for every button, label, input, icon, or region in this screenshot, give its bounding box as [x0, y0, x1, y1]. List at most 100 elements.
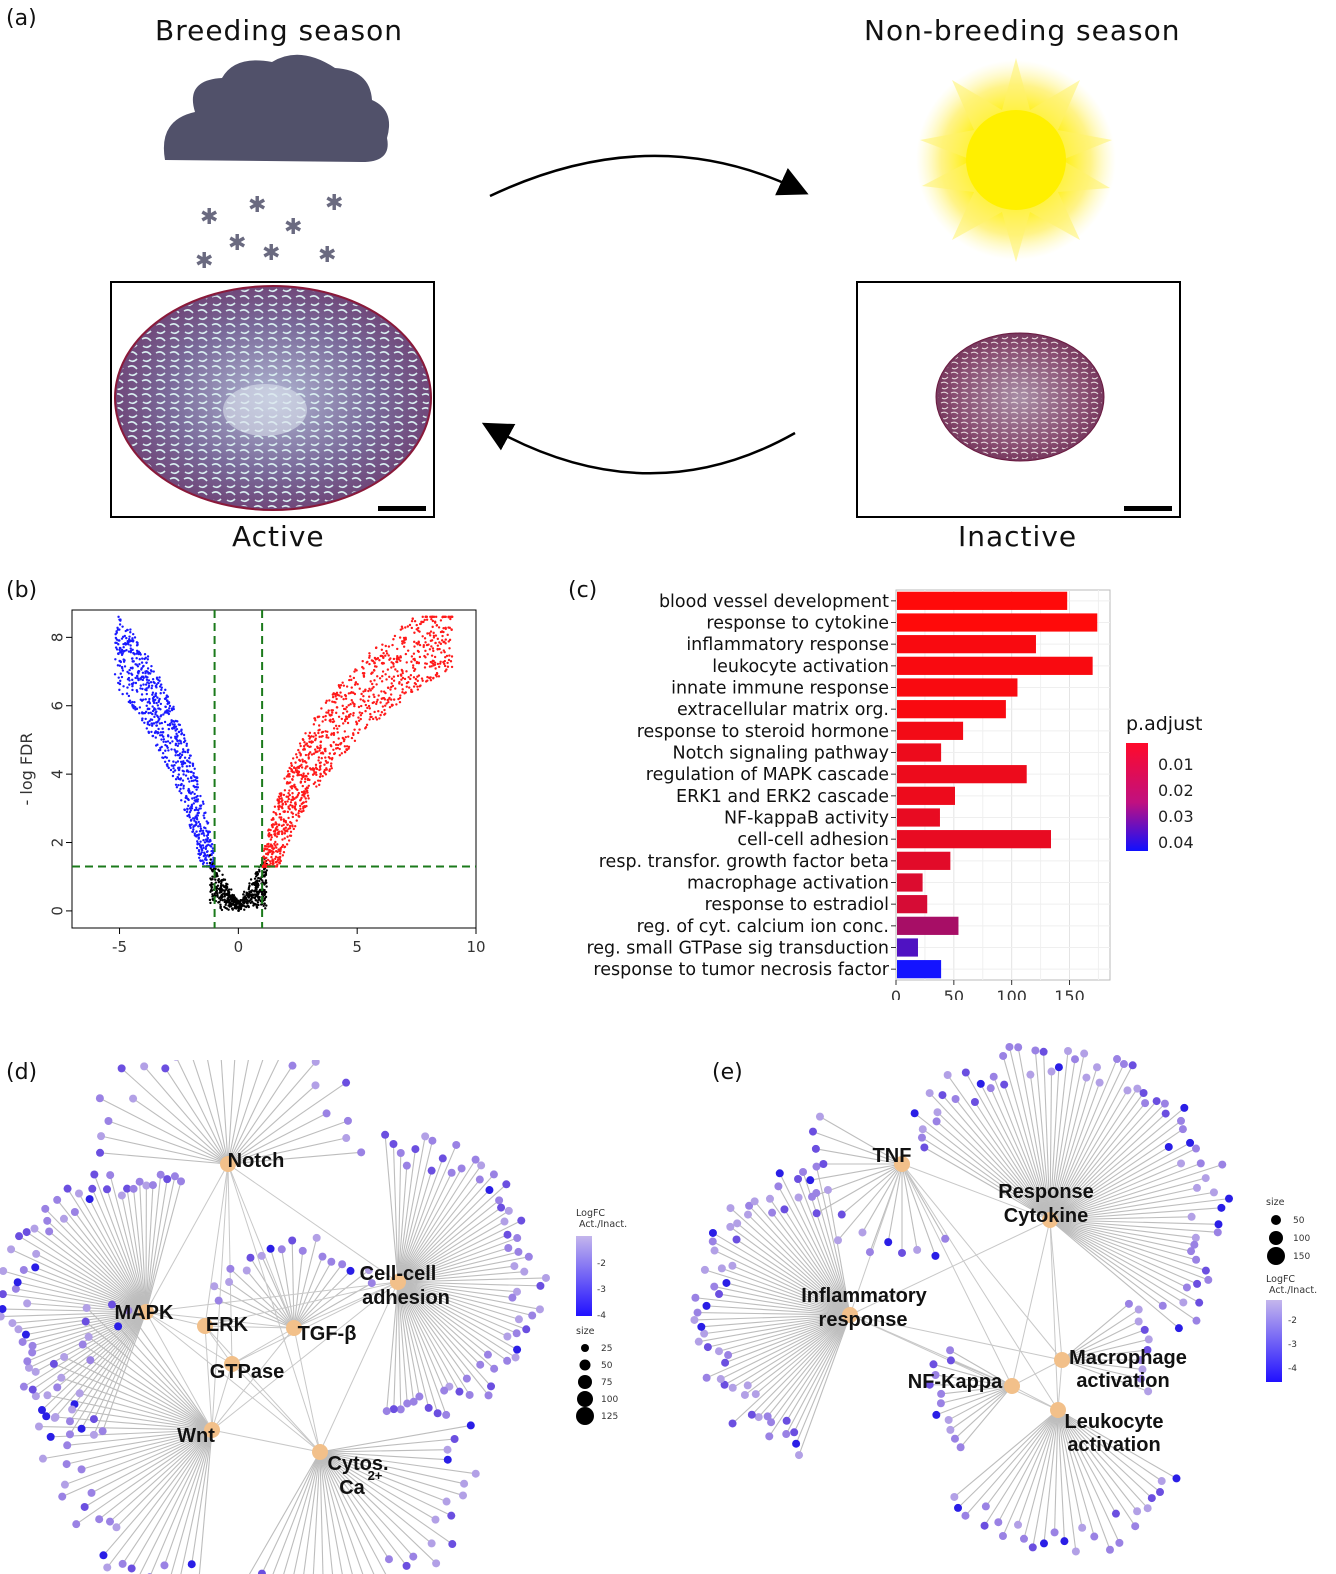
data-point — [406, 649, 410, 652]
data-point — [384, 654, 387, 657]
data-point — [281, 854, 285, 857]
data-point — [118, 618, 121, 621]
data-point — [264, 870, 267, 874]
data-point — [334, 695, 337, 698]
data-point — [186, 807, 189, 811]
data-point — [202, 846, 205, 850]
data-point — [303, 741, 306, 744]
data-point — [203, 841, 207, 844]
data-point — [273, 805, 277, 808]
data-point — [338, 747, 341, 751]
panel-a-label: (a) — [6, 6, 37, 31]
data-point — [266, 852, 269, 856]
data-point — [287, 775, 290, 778]
data-point — [131, 678, 134, 682]
data-point — [435, 624, 439, 627]
gene-node — [1133, 1084, 1142, 1093]
network-edges — [0, 1060, 546, 1574]
data-point — [326, 711, 330, 714]
gene-node — [936, 1399, 945, 1408]
data-point — [144, 698, 147, 701]
data-point — [443, 659, 446, 663]
gene-node — [23, 1357, 32, 1366]
data-point — [327, 709, 330, 712]
data-point — [298, 804, 302, 808]
gene-node — [504, 1206, 513, 1215]
data-point — [399, 655, 402, 658]
x-tick-label: 100 — [996, 987, 1027, 1000]
data-point — [400, 674, 403, 677]
gene-node — [346, 1266, 355, 1275]
gene-node — [1186, 1138, 1195, 1147]
data-point — [376, 698, 379, 702]
data-point — [324, 773, 328, 776]
data-point — [404, 638, 407, 641]
data-point — [380, 690, 383, 693]
data-point — [301, 760, 305, 763]
data-point — [199, 827, 203, 830]
data-point — [360, 704, 363, 708]
data-point — [283, 789, 287, 792]
data-point — [159, 692, 162, 695]
data-point — [303, 780, 307, 784]
data-point — [337, 737, 340, 740]
data-point — [413, 659, 417, 662]
data-point — [211, 893, 214, 896]
data-point — [187, 760, 190, 763]
data-point — [255, 887, 258, 891]
data-point — [389, 688, 392, 691]
gene-node — [1137, 1374, 1146, 1383]
data-point — [345, 685, 349, 688]
hub-node — [390, 1274, 406, 1290]
gene-node — [46, 1432, 55, 1441]
data-point — [131, 688, 134, 692]
data-point — [301, 758, 304, 761]
gene-node — [1082, 1073, 1091, 1082]
hub-label-ca: Ca — [339, 1477, 365, 1499]
data-point — [417, 674, 421, 677]
hub-label-nf-kappa: NF-Kappa — [908, 1371, 1003, 1393]
data-point — [232, 899, 235, 902]
data-point — [131, 637, 134, 640]
gene-node — [443, 1455, 452, 1464]
data-point — [263, 863, 267, 866]
legend-tick-label: 0.03 — [1158, 807, 1194, 826]
gene-node — [751, 1390, 760, 1399]
x-tick-label: -5 — [112, 938, 127, 956]
data-point — [392, 698, 396, 701]
data-point — [288, 824, 292, 828]
gene-node — [475, 1175, 484, 1184]
gene-node — [815, 1112, 824, 1121]
gene-node — [1144, 1335, 1153, 1344]
gene-node — [85, 1195, 94, 1204]
data-point — [211, 897, 214, 901]
legend-size-tick: 125 — [601, 1412, 618, 1422]
data-point — [300, 766, 304, 769]
gene-node — [697, 1322, 706, 1331]
gene-node — [724, 1351, 733, 1360]
y-tick-label: 0 — [49, 906, 67, 916]
data-point — [117, 676, 120, 679]
data-point — [142, 683, 145, 686]
data-point — [133, 636, 137, 639]
data-point — [187, 791, 191, 794]
gene-node — [710, 1282, 719, 1291]
data-point — [417, 626, 420, 630]
data-point — [162, 713, 165, 716]
legend-colorbar — [576, 1236, 592, 1316]
data-point — [415, 623, 418, 627]
data-point — [140, 699, 144, 702]
legend-size-dot — [578, 1375, 592, 1389]
legend-color-tick: -4 — [597, 1311, 606, 1321]
data-point — [319, 764, 322, 768]
data-point — [318, 775, 322, 778]
data-point — [414, 682, 418, 686]
gene-node — [77, 1465, 86, 1474]
data-point — [376, 657, 380, 660]
data-point — [388, 706, 392, 709]
hub-node — [220, 1156, 236, 1172]
data-point — [285, 843, 289, 846]
gene-node — [1090, 1532, 1099, 1541]
data-point — [424, 662, 427, 665]
